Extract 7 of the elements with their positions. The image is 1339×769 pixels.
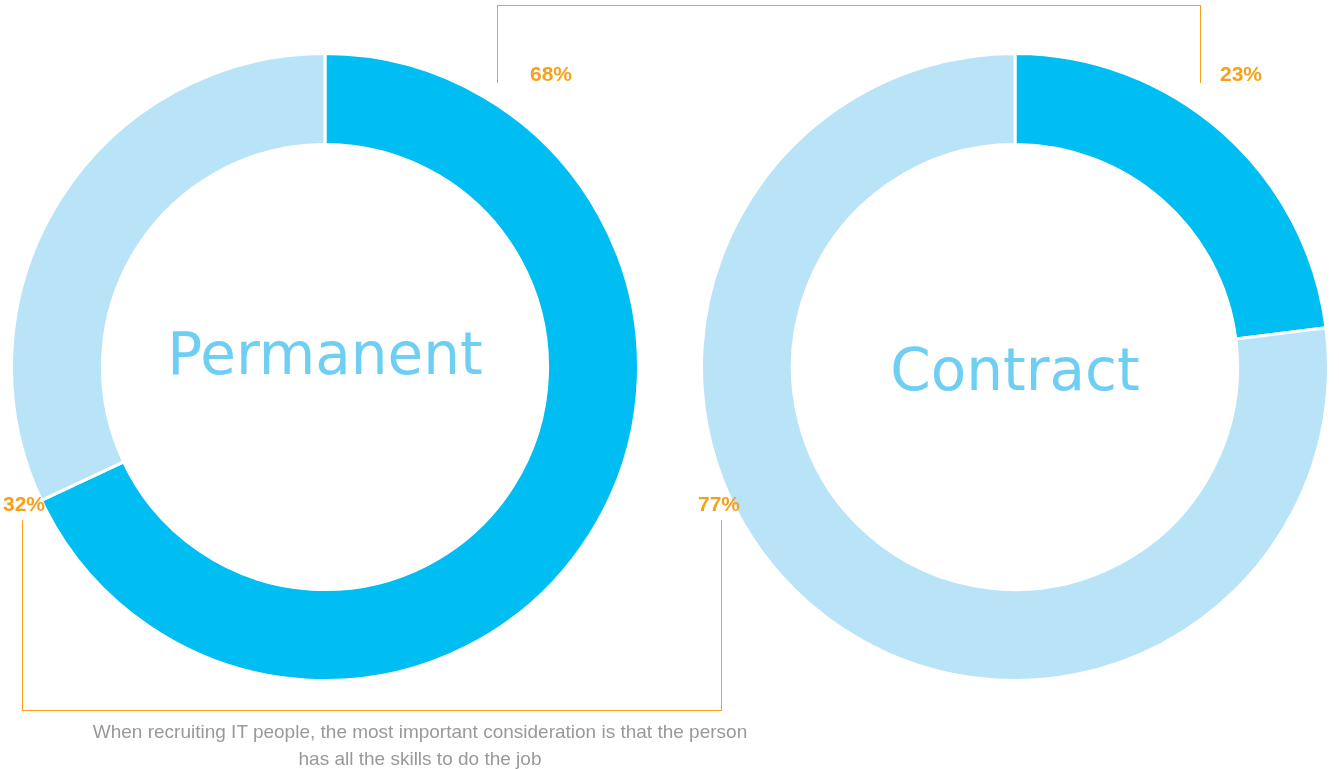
data-label: 77% bbox=[698, 491, 741, 515]
text: Contract bbox=[890, 336, 1140, 405]
text: When recruiting IT people, the most important consideration is that the person has all the skills to do the job bbox=[91, 720, 749, 769]
data-label: 32% bbox=[3, 491, 46, 515]
text: Permanent bbox=[167, 320, 483, 389]
data-label: 68% bbox=[530, 61, 573, 85]
data-label: 23% bbox=[1220, 61, 1263, 85]
